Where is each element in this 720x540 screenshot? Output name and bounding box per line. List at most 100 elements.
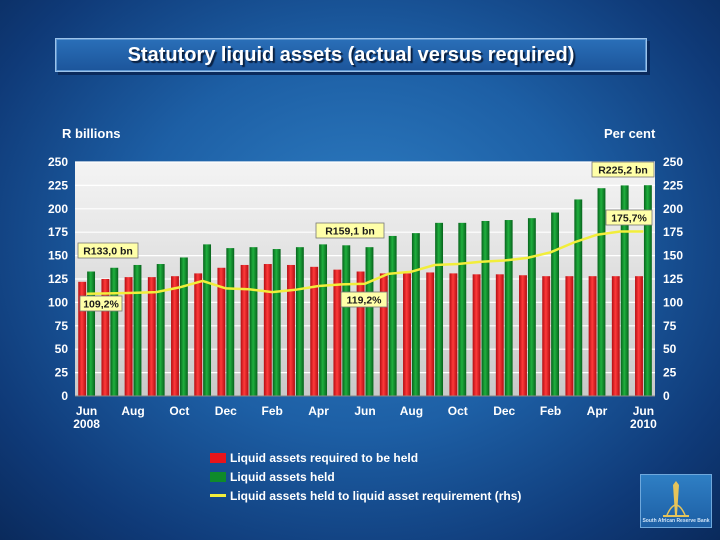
x-axis-tick-label: Jun xyxy=(354,404,375,418)
bar-required xyxy=(472,274,481,396)
bar-required xyxy=(426,272,435,396)
x-axis-tick-label: Dec xyxy=(215,404,237,418)
callout-box xyxy=(77,242,139,259)
bar-held xyxy=(365,247,374,396)
logo-caption: South African Reserve Bank xyxy=(642,518,710,524)
callout-label: 119,2% xyxy=(346,295,382,307)
bar-required xyxy=(194,273,203,396)
left-axis-tick-label: 250 xyxy=(48,155,68,169)
callout-box xyxy=(605,209,653,226)
right-axis-tick-label: 25 xyxy=(663,366,677,380)
bar-held xyxy=(133,264,142,396)
left-axis-tick-label: 100 xyxy=(48,295,68,309)
left-axis-tick-label: 200 xyxy=(48,202,68,216)
bar-held xyxy=(110,267,119,396)
x-axis-tick-label: 2008 xyxy=(73,417,100,431)
x-axis-tick-label: Oct xyxy=(448,404,468,418)
bar-held xyxy=(620,185,629,396)
bar-required xyxy=(565,276,574,396)
bar-required xyxy=(310,266,319,396)
left-axis-tick-label: 150 xyxy=(48,249,68,263)
left-axis-tick-label: 175 xyxy=(48,225,68,239)
legend-swatch-required xyxy=(210,452,226,463)
right-axis-tick-label: 75 xyxy=(663,319,677,333)
bar-held xyxy=(643,185,652,396)
left-axis-tick-label: 0 xyxy=(61,389,68,403)
bar-held xyxy=(551,212,560,396)
bar-held xyxy=(527,218,536,396)
x-axis-tick-label: Jun xyxy=(76,404,97,418)
x-axis-tick-label: Oct xyxy=(169,404,189,418)
bar-held xyxy=(226,248,235,396)
bar-required xyxy=(124,277,133,396)
bar-required xyxy=(217,267,226,396)
x-axis-tick-label: Apr xyxy=(308,404,329,418)
bar-required xyxy=(333,269,342,396)
bar-required xyxy=(542,276,551,396)
left-axis-tick-label: 125 xyxy=(48,272,68,286)
legend-item-held: Liquid assets held xyxy=(210,467,521,486)
left-axis-title: R billions xyxy=(62,126,121,141)
bar-required xyxy=(611,276,620,396)
bar-held xyxy=(458,222,467,396)
bar-held xyxy=(249,247,258,396)
x-axis-tick-label: Feb xyxy=(262,404,283,418)
legend-label-ratio: Liquid assets held to liquid asset requi… xyxy=(230,488,522,503)
right-axis-tick-label: 100 xyxy=(663,295,683,309)
bar-held xyxy=(319,244,328,396)
left-axis-tick-label: 25 xyxy=(55,366,69,380)
right-axis-tick-label: 200 xyxy=(663,202,683,216)
bar-required xyxy=(519,275,527,396)
left-axis-tick-label: 75 xyxy=(55,319,69,333)
right-axis-title: Per cent xyxy=(604,126,656,141)
chart-title: Statutory liquid assets (actual versus r… xyxy=(55,38,647,72)
bar-held xyxy=(179,257,188,396)
right-axis-tick-label: 250 xyxy=(663,155,683,169)
legend-item-ratio: Liquid assets held to liquid asset requi… xyxy=(210,486,521,505)
bar-required xyxy=(240,264,249,396)
right-axis-tick-label: 125 xyxy=(663,272,683,286)
bar-required xyxy=(356,271,365,396)
bar-required xyxy=(287,264,295,396)
callout-box xyxy=(340,291,388,308)
bar-required xyxy=(403,273,411,396)
bar-held xyxy=(597,188,606,396)
right-axis-tick-label: 50 xyxy=(663,342,677,356)
legend-swatch-ratio xyxy=(210,494,226,497)
bar-held xyxy=(272,249,281,396)
right-axis-tick-label: 175 xyxy=(663,225,683,239)
right-axis-tick-label: 0 xyxy=(663,389,670,403)
callout-label: 109,2% xyxy=(83,299,119,311)
bar-required xyxy=(635,276,643,396)
callout-label: 175,7% xyxy=(611,213,647,225)
bar-held xyxy=(574,199,583,396)
bar-required xyxy=(379,273,388,396)
left-axis-tick-label: 225 xyxy=(48,178,68,192)
bar-held xyxy=(342,245,351,396)
right-axis-tick-label: 150 xyxy=(663,249,683,263)
bar-held xyxy=(411,233,420,396)
x-axis-tick-label: Jun xyxy=(633,404,654,418)
x-axis-tick-label: 2010 xyxy=(630,417,657,431)
bar-required xyxy=(101,279,110,396)
callout-label: R159,1 bn xyxy=(325,226,375,238)
bar-held xyxy=(203,244,212,396)
bar-required xyxy=(588,276,597,396)
bar-required xyxy=(78,281,87,396)
bar-held xyxy=(87,271,96,396)
bar-required xyxy=(263,264,272,396)
x-axis-tick-label: Dec xyxy=(493,404,515,418)
reserve-bank-emblem-icon xyxy=(663,481,689,517)
legend-swatch-held xyxy=(210,471,226,482)
bar-held xyxy=(388,235,397,396)
bar-required xyxy=(147,277,156,396)
bar-required xyxy=(449,273,458,396)
bar-held xyxy=(435,222,444,396)
ratio-line xyxy=(86,230,644,296)
legend-item-required: Liquid assets required to be held xyxy=(210,448,521,467)
x-axis-tick-label: Aug xyxy=(400,404,423,418)
bar-held xyxy=(481,220,490,396)
callout-label: R133,0 bn xyxy=(83,246,133,258)
reserve-bank-logo: South African Reserve Bank xyxy=(640,474,712,528)
legend-label-held: Liquid assets held xyxy=(230,469,335,484)
